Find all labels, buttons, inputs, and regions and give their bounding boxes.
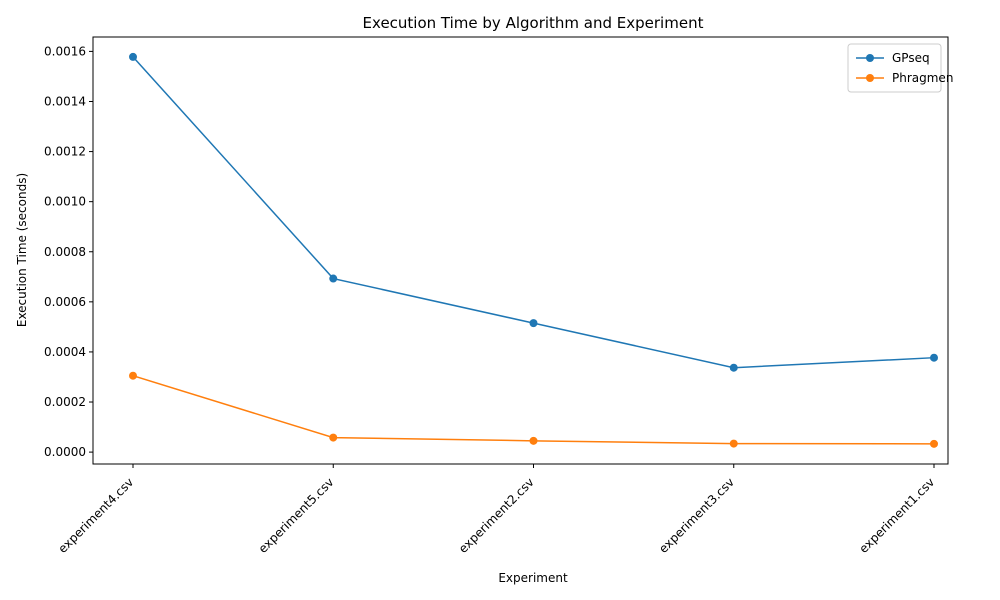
x-tick-label: experiment1.csv [856,475,937,556]
y-tick-label: 0.0014 [44,94,86,108]
plot-area [92,36,949,465]
series-gpseq [129,52,938,372]
x-tick-label: experiment2.csv [456,475,537,556]
x-axis: experiment4.csv experiment5.csv experiment… [55,464,937,556]
data-point [129,52,137,61]
y-tick-label: 0.0004 [44,345,86,359]
y-axis-title: Execution Time (seconds) [15,173,29,327]
data-point [729,363,738,372]
y-tick-label: 0.0010 [44,195,86,209]
y-tick-label: 0.0002 [44,395,86,409]
y-tick-label: 0.0012 [44,145,86,159]
x-tick-label: experiment4.csv [55,475,136,556]
series-line [132,375,935,445]
data-point [729,439,738,448]
x-axis-title: Experiment [498,571,568,585]
chart-title: Execution Time by Algorithm and Experime… [363,14,704,32]
data-point [930,439,938,448]
y-axis: 0.0000 0.0002 0.0004 0.0006 0.0008 0.0010 0.00… [44,44,93,459]
legend-label: Phragmen [892,71,953,85]
y-tick-label: 0.0006 [44,295,86,309]
legend-label: GPseq [892,51,930,65]
y-tick-label: 0.0000 [44,445,86,459]
data-point [329,274,338,283]
series-layer [129,52,938,448]
legend-marker [866,74,874,82]
legend-marker [866,54,874,62]
x-tick-label: experiment3.csv [656,475,737,556]
series-phragmen [129,371,938,448]
legend: GPseq Phragmen [847,43,953,93]
y-tick-label: 0.0008 [44,245,86,259]
data-point [529,319,538,328]
y-tick-label: 0.0016 [44,44,86,58]
data-point [129,371,137,380]
data-point [329,433,338,442]
x-tick-label: experiment5.csv [256,475,337,556]
data-point [529,436,538,445]
data-point [930,353,938,362]
